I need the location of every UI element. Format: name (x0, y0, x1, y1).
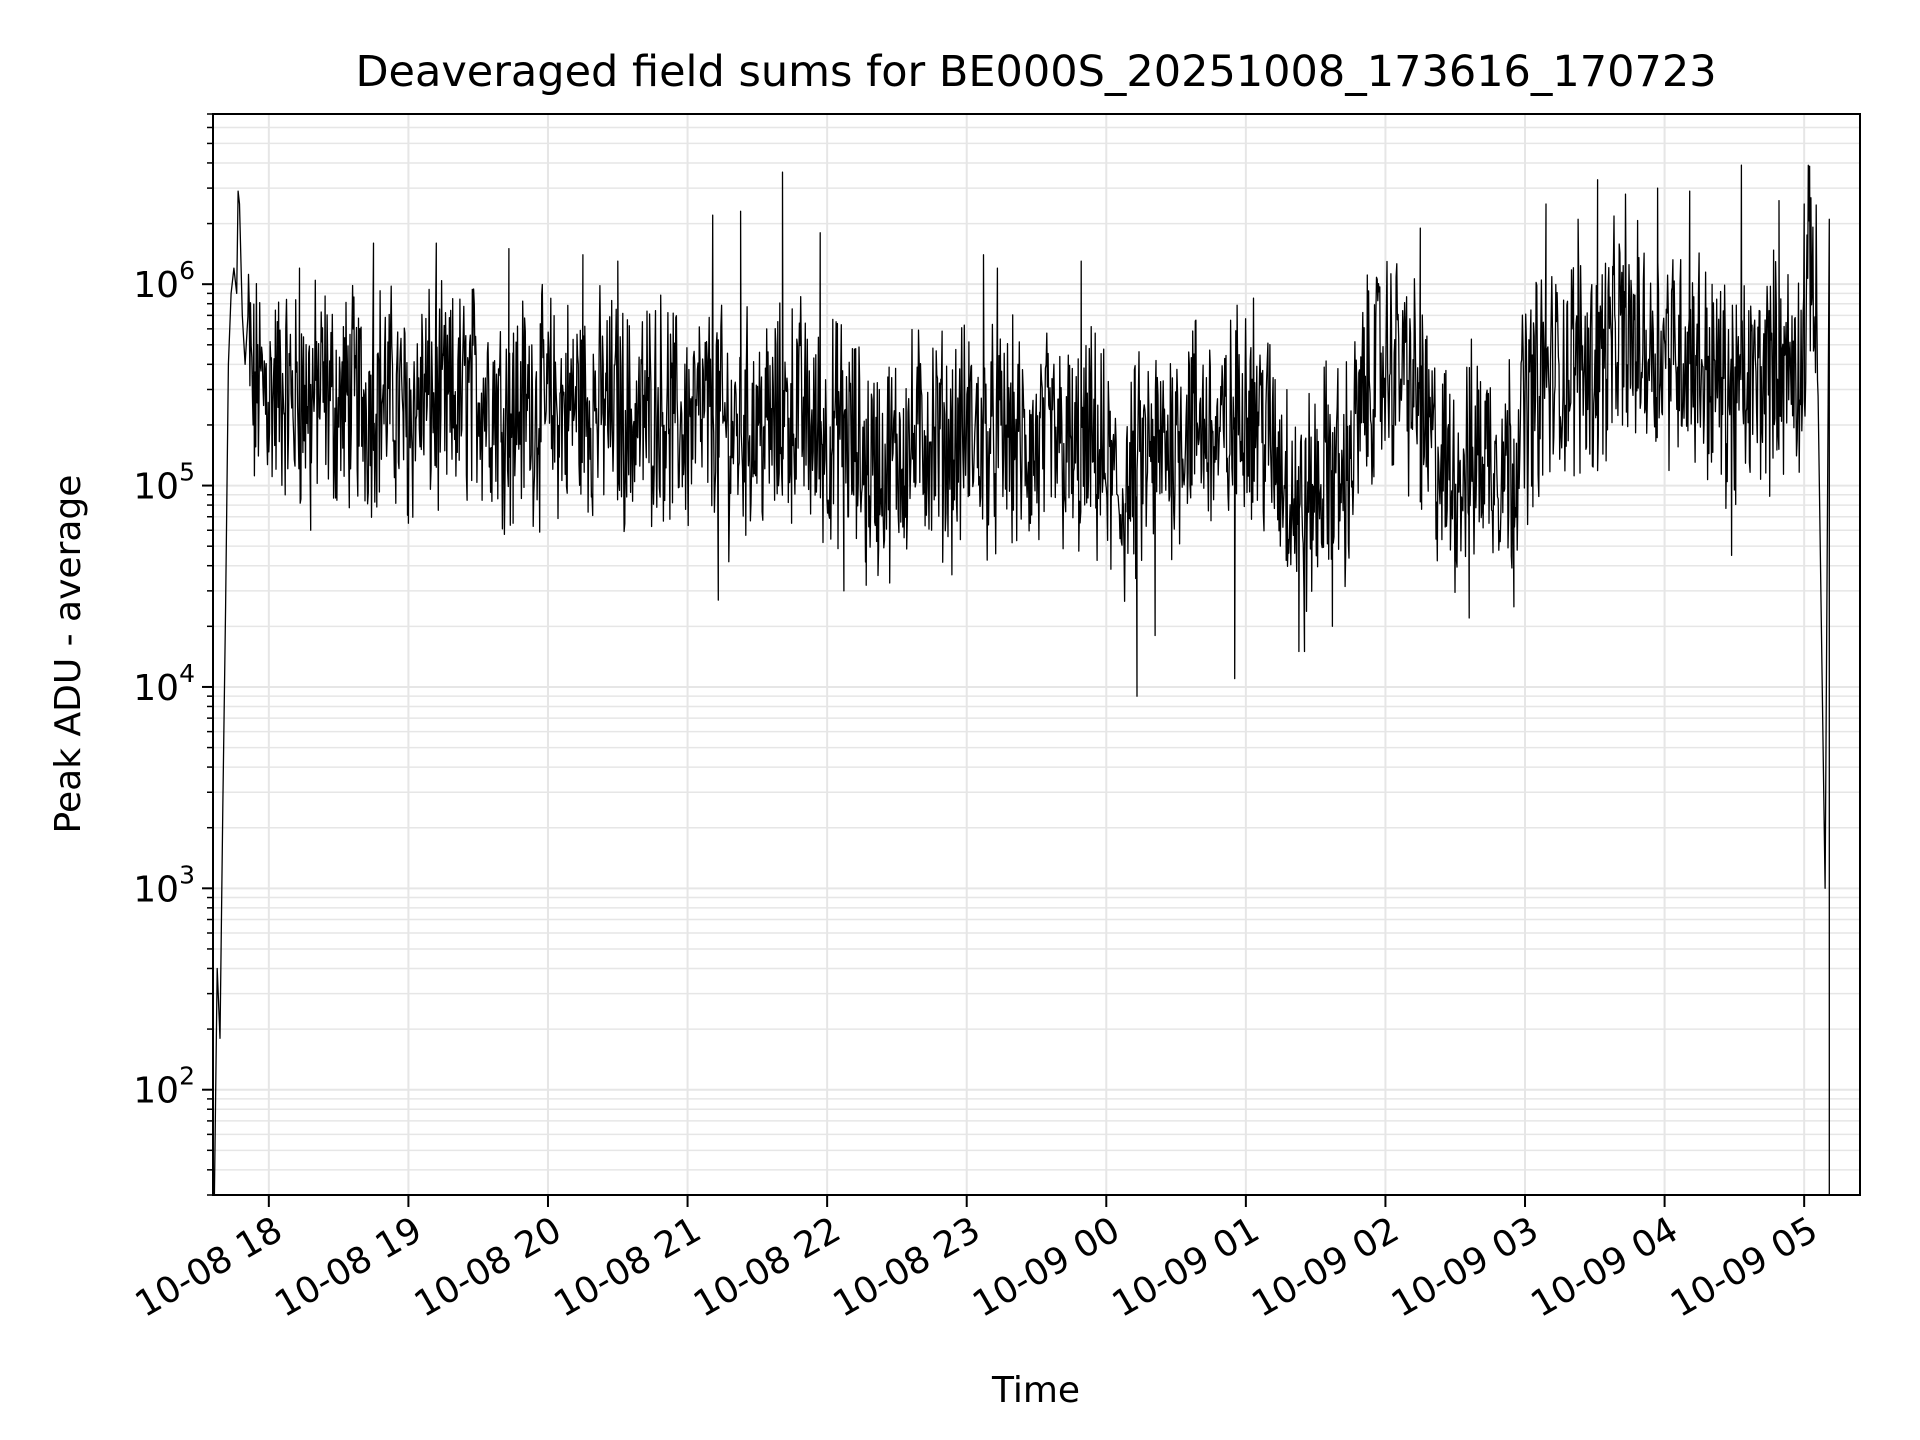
y-tick-label-base: 10 (133, 467, 179, 508)
series-line-field-sums (213, 164, 1848, 1195)
y-tick-label: 105 (133, 458, 195, 508)
y-tick-label: 102 (133, 1062, 195, 1112)
y-tick-label-base: 10 (133, 1071, 179, 1112)
y-tick-label: 104 (133, 659, 195, 709)
chart-title: Deaveraged field sums for BE000S_2025100… (355, 47, 1716, 97)
y-tick-label-base: 10 (133, 668, 179, 709)
y-tick-label-exponent: 5 (179, 458, 195, 487)
x-axis-label: Time (991, 1370, 1080, 1411)
y-tick-label: 106 (133, 256, 195, 306)
y-tick-label-base: 10 (133, 869, 179, 910)
axes-frame (212, 113, 1861, 1196)
y-tick-label-exponent: 2 (179, 1062, 195, 1091)
y-tick-label: 103 (133, 860, 195, 910)
y-tick-label-exponent: 4 (179, 659, 195, 688)
data-series (213, 164, 1848, 1195)
y-axis-label: Peak ADU - average (48, 475, 89, 834)
y-tick-label-exponent: 3 (179, 860, 195, 889)
y-tick-label-exponent: 6 (179, 256, 195, 285)
y-tick-label-base: 10 (133, 265, 179, 306)
